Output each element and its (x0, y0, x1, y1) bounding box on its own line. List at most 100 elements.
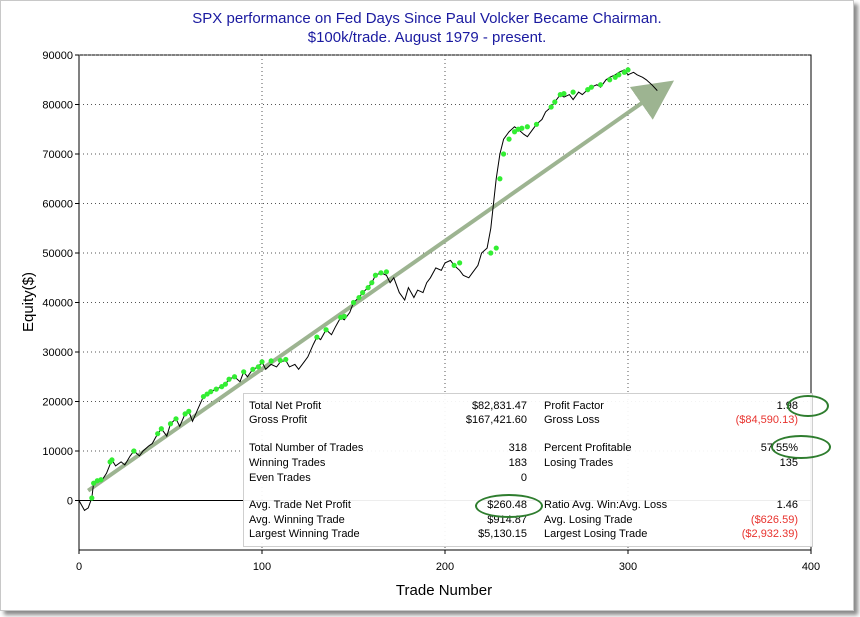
new-high-point (597, 82, 604, 88)
new-high-point (570, 89, 576, 95)
new-high-point (98, 477, 104, 483)
x-tick-label: 200 (436, 561, 454, 573)
new-high-point (519, 125, 525, 131)
x-tick-label: 100 (253, 561, 271, 573)
new-high-point (268, 358, 274, 364)
stat-value: 0 (520, 472, 527, 484)
chart-title-line-1: SPX performance on Fed Days Since Paul V… (192, 10, 661, 27)
x-axis-label: Trade Number (396, 582, 492, 599)
stat-value: ($84,590.13) (735, 414, 798, 426)
stat-value: 183 (508, 457, 527, 469)
new-high-point (277, 357, 283, 364)
new-high-point (488, 250, 494, 256)
new-high-point (369, 280, 375, 286)
new-high-point (607, 77, 613, 83)
chart-title-line-2: $100k/trade. August 1979 - present. (308, 29, 547, 46)
new-high-point (91, 480, 97, 486)
new-high-point (493, 245, 499, 251)
new-high-point (219, 384, 225, 390)
trend-arrow (87, 80, 675, 493)
new-high-point (511, 129, 518, 135)
new-high-point (548, 104, 554, 110)
new-high-point (222, 381, 228, 387)
x-tick-label: 300 (619, 561, 637, 573)
new-high-point (167, 421, 174, 427)
stat-label: Profit Factor (544, 400, 604, 412)
stat-label: Winning Trades (249, 457, 326, 469)
y-tick-label: 90000 (42, 50, 73, 62)
new-high-point (208, 389, 214, 395)
new-high-point (350, 299, 357, 306)
new-high-point (182, 411, 188, 417)
new-high-point (612, 74, 618, 80)
stat-value: $82,831.47 (471, 400, 527, 412)
new-high-markers (89, 67, 631, 501)
new-high-point (283, 356, 289, 363)
stat-label: Losing Trades (544, 457, 614, 469)
new-high-point (226, 376, 232, 382)
y-axis-label: Equity($) (20, 272, 37, 332)
stat-value: $5,130.15 (478, 528, 527, 540)
profit-factor-highlight-oval (787, 395, 829, 417)
stat-label: Largest Losing Trade (544, 528, 648, 540)
stat-label: Largest Winning Trade (249, 528, 360, 540)
new-high-point (323, 327, 329, 333)
y-tick-label: 20000 (42, 397, 73, 409)
new-high-point (204, 391, 210, 397)
new-high-point (259, 359, 265, 365)
new-high-point (155, 431, 161, 437)
y-tick-label: 50000 (42, 248, 73, 260)
stat-label: Total Number of Trades (249, 442, 364, 454)
new-high-point (500, 151, 507, 157)
new-high-point (89, 495, 95, 501)
new-high-point (383, 269, 390, 275)
y-tick-label: 10000 (42, 446, 73, 458)
new-high-point (341, 313, 347, 319)
x-tick-label: 400 (802, 561, 820, 573)
stat-label: Total Net Profit (249, 400, 322, 412)
stat-label: Percent Profitable (544, 442, 632, 454)
new-high-point (314, 334, 320, 340)
new-high-point (356, 294, 362, 301)
y-tick-label: 30000 (42, 347, 73, 359)
new-high-point (241, 369, 247, 375)
stat-label: Even Trades (249, 472, 311, 484)
stat-value: ($2,932.39) (741, 528, 798, 540)
stat-label: Gross Profit (249, 414, 308, 426)
new-high-point (616, 72, 622, 78)
y-tick-label: 40000 (42, 298, 73, 310)
stat-label: Gross Loss (544, 414, 600, 426)
new-high-point (585, 87, 591, 93)
new-high-point (109, 457, 115, 463)
new-high-point (365, 285, 371, 291)
new-high-point (561, 91, 567, 97)
new-high-point (506, 136, 512, 142)
stat-value: ($626.59) (750, 514, 798, 526)
new-high-point (231, 374, 238, 380)
y-tick-label: 60000 (42, 199, 73, 211)
new-high-point (457, 260, 463, 266)
new-high-point (131, 448, 137, 454)
y-tick-label: 70000 (42, 149, 73, 161)
new-high-point (497, 176, 503, 182)
x-tick-label: 0 (76, 561, 82, 573)
stat-value: 135 (779, 457, 798, 469)
new-high-point (552, 99, 558, 105)
new-high-point (372, 272, 379, 278)
stat-label: Avg. Trade Net Profit (249, 499, 351, 511)
stat-value: 1.46 (776, 499, 798, 511)
stat-label: Avg. Winning Trade (249, 514, 345, 526)
new-high-point (250, 366, 256, 372)
new-high-point (213, 386, 219, 392)
new-high-point (378, 270, 384, 276)
stats-panel: Total Net Profit $82,831.47 Gross Profit… (243, 393, 831, 547)
stat-label: Ratio Avg. Win:Avg. Loss (544, 499, 668, 511)
new-high-point (158, 426, 164, 432)
percent-profitable-highlight-oval (771, 435, 831, 459)
new-high-point (451, 262, 457, 268)
axis-ticks: 0 10000 20000 30000 40000 50000 60000 70000 8000… (42, 50, 820, 573)
new-high-point (360, 290, 366, 296)
y-tick-label: 80000 (42, 100, 73, 112)
new-high-point (533, 121, 540, 127)
